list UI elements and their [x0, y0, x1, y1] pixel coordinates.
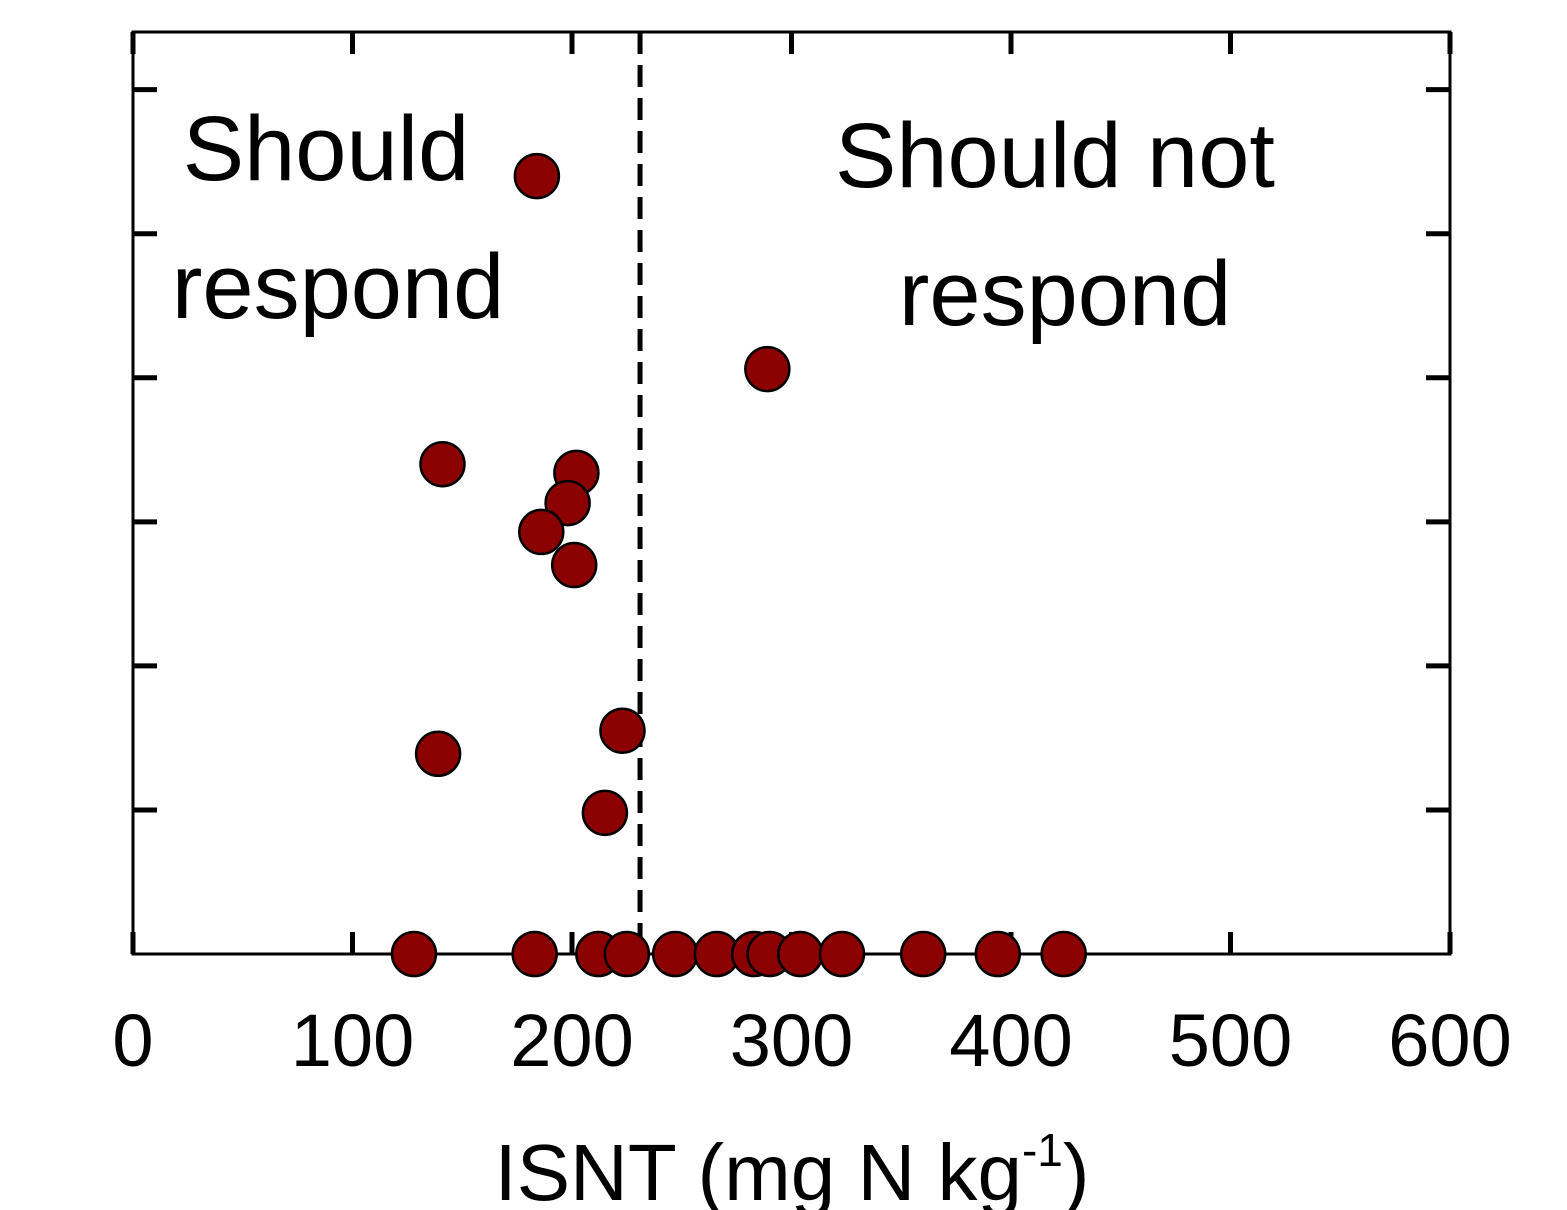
x-tick-label: 500 [1169, 999, 1292, 1082]
annotation-should-respond-line2: respond [172, 236, 504, 338]
data-point [651, 930, 699, 978]
data-point [550, 541, 598, 589]
x-tick-label: 0 [112, 999, 153, 1082]
x-tick-label: 300 [730, 999, 853, 1082]
data-point [419, 440, 466, 488]
data-points [390, 152, 1087, 978]
x-tick-labels: 0 100 200 300 400 500 600 [112, 999, 1511, 1082]
x-tick-label: 400 [949, 999, 1072, 1082]
x-axis-title-superscript: -1 [1022, 1124, 1063, 1176]
x-tick-label: 100 [291, 999, 414, 1082]
x-axis-title-suffix: ) [1063, 1128, 1090, 1210]
x-axis-title-main: ISNT (mg N kg [494, 1128, 1022, 1210]
data-point [513, 152, 561, 200]
data-point [603, 930, 651, 978]
annotation-should-respond-line1: Should [183, 98, 469, 200]
data-point [899, 930, 947, 978]
data-point [599, 707, 646, 754]
data-point [414, 730, 462, 778]
data-point [581, 789, 629, 837]
data-point [974, 930, 1022, 978]
data-point [518, 508, 565, 556]
x-axis-title: ISNT (mg N kg-1) [494, 1124, 1089, 1210]
data-point [511, 930, 558, 978]
data-point [544, 479, 591, 527]
data-point [390, 930, 438, 978]
data-point [744, 345, 791, 393]
data-point [777, 930, 824, 978]
data-point [818, 930, 866, 978]
x-tick-label: 200 [510, 999, 633, 1082]
annotation-should-not-respond-line2: respond [899, 243, 1231, 345]
x-tick-label: 600 [1388, 999, 1511, 1082]
annotation-should-not-respond-line1: Should not [835, 105, 1275, 207]
data-point [1040, 930, 1087, 978]
